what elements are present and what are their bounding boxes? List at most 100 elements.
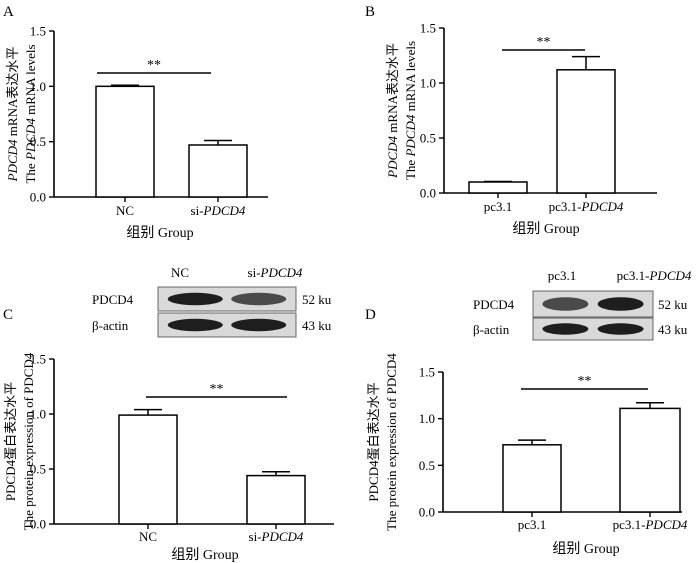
y-tick-label: 1.0 (420, 76, 436, 91)
western-blot-C: NC si-PDCD4 PDCD4 52 ku β-actin 43 ku (92, 265, 332, 338)
blot-lane-label: NC (171, 265, 189, 280)
blot-lane-label-text: pc3.1- (617, 268, 650, 283)
x-tick-label: si-PDCD4 (191, 203, 246, 218)
x-tick-label: pc3.1-PDCD4 (613, 517, 688, 532)
blot-lane-label: si-PDCD4 (248, 265, 303, 280)
y-title-text: The (403, 157, 418, 180)
y-title-gene: PDCD4 (23, 118, 38, 161)
bar (118, 414, 178, 525)
y-tick-label: 0.0 (419, 505, 435, 520)
blot-band (542, 297, 589, 311)
x-tick-label-gene: PDCD4 (644, 517, 687, 532)
y-title-gene: PDCD4 (5, 139, 20, 182)
blot-size-label: 52 ku (658, 297, 688, 312)
x-tick-label-text: pc3.1 (484, 199, 513, 214)
blot-lane-label: pc3.1 (548, 268, 577, 283)
x-tick-label-gene: PDCD4 (203, 203, 246, 218)
y-tick-label: 0.0 (30, 517, 46, 532)
y-tick-label: 0.5 (30, 462, 46, 477)
significance-marker: ** (147, 58, 161, 73)
y-tick-label: 1.5 (419, 365, 435, 380)
blot-size-label: 52 ku (302, 292, 332, 307)
blot-band (231, 318, 287, 332)
blot-protein-label: β-actin (473, 322, 510, 337)
y-tick-label: 0.5 (420, 131, 436, 146)
y-axis-title-en: The PDCD4 mRNA levels (23, 44, 38, 183)
y-tick-label: 0.0 (30, 190, 46, 205)
blot-lane-label-text: NC (171, 265, 189, 280)
bar (246, 474, 306, 525)
blot-lane-label-text: pc3.1 (548, 268, 577, 283)
blot-protein-label: PDCD4 (92, 292, 134, 307)
x-tick-label-text: si- (249, 529, 262, 544)
y-title-text: The protein expression of PDCD4 (21, 352, 36, 530)
y-tick-label: 1.0 (419, 411, 435, 426)
x-axis-title: 组别 Group (512, 221, 579, 237)
y-title-gene: PDCD4 (385, 135, 400, 178)
blot-band (167, 292, 223, 306)
significance-marker: ** (537, 35, 551, 50)
x-tick-label: NC (139, 529, 157, 544)
y-axis-title-en: The PDCD4 mRNA levels (403, 41, 418, 180)
y-axis-title-cn: PDCD4 mRNA表达水平 (5, 47, 20, 183)
blot-lane-label-text: si- (248, 265, 261, 280)
panel-label-B: B (365, 4, 375, 20)
panel-label-A: A (3, 4, 14, 20)
x-tick-label-text: NC (139, 529, 157, 544)
blot-protein-label: β-actin (92, 318, 129, 333)
blot-band (542, 323, 589, 335)
blot-size-label: 43 ku (302, 318, 332, 333)
y-tick-label: 1.5 (420, 21, 436, 36)
bar (468, 181, 528, 194)
y-title-gene: PDCD4 (403, 114, 418, 157)
panel-label-C: C (3, 307, 13, 323)
plot-C: 0.0 0.5 1.0 1.5 NC si-PDCD4 ** 组别 Group PDCD4蛋白表… (3, 352, 334, 563)
y-axis-title-cn: PDCD4 mRNA表达水平 (385, 43, 400, 179)
x-axis-title: 组别 Group (126, 225, 193, 241)
y-title-text: mRNA levels (23, 44, 38, 118)
y-tick-label: 0.5 (30, 134, 46, 149)
x-tick-label: NC (116, 203, 134, 218)
y-title-text: PDCD4蛋白表达水平 (366, 382, 381, 501)
y-axis-title-en: The protein expression of PDCD4 (384, 353, 399, 531)
y-title-text: The protein expression of PDCD4 (384, 353, 399, 531)
plot-D: 0.0 0.5 1.0 1.5 pc3.1 pc3.1-PDCD4 ** 组别 Group PD… (366, 353, 688, 557)
panel-label-D: D (365, 307, 376, 323)
y-tick-label: 1.0 (30, 407, 46, 422)
x-tick-label: pc3.1-PDCD4 (549, 199, 624, 214)
y-axis-title-cn: PDCD4蛋白表达水平 (366, 382, 381, 501)
x-tick-label-gene: PDCD4 (580, 199, 623, 214)
y-title-text: mRNA表达水平 (5, 47, 20, 140)
x-tick-label-text: pc3.1- (549, 199, 582, 214)
x-tick-label: pc3.1 (484, 199, 513, 214)
blot-band (231, 292, 287, 306)
bar (619, 407, 681, 513)
significance-marker: ** (210, 382, 224, 397)
bar (502, 444, 562, 513)
y-title-text: mRNA levels (403, 41, 418, 115)
x-tick-label-text: pc3.1 (518, 517, 547, 532)
blot-protein-label: PDCD4 (473, 297, 515, 312)
y-tick-label: 1.0 (30, 79, 46, 94)
blot-lane-label-gene: PDCD4 (648, 268, 691, 283)
y-tick-label: 1.5 (30, 352, 46, 367)
x-axis-title: 组别 Group (552, 541, 619, 557)
x-tick-label-gene: PDCD4 (261, 529, 304, 544)
x-tick-label: pc3.1 (518, 517, 547, 532)
x-axis-title: 组别 Group (171, 547, 238, 563)
x-tick-label-text: NC (116, 203, 134, 218)
bar (556, 69, 616, 194)
blot-size-label: 43 ku (658, 322, 688, 337)
y-tick-label: 0.0 (420, 186, 436, 201)
y-axis-title-en: The protein expression of PDCD4 (21, 352, 36, 530)
y-tick-label: 0.5 (419, 458, 435, 473)
x-tick-label-text: si- (191, 203, 204, 218)
y-tick-label: 1.5 (30, 24, 46, 39)
y-axis-title-cn: PDCD4蛋白表达水平 (3, 382, 18, 501)
blot-lane-label: pc3.1-PDCD4 (617, 268, 692, 283)
blot-band (597, 323, 644, 335)
bar (95, 85, 155, 198)
y-title-text: PDCD4蛋白表达水平 (3, 382, 18, 501)
